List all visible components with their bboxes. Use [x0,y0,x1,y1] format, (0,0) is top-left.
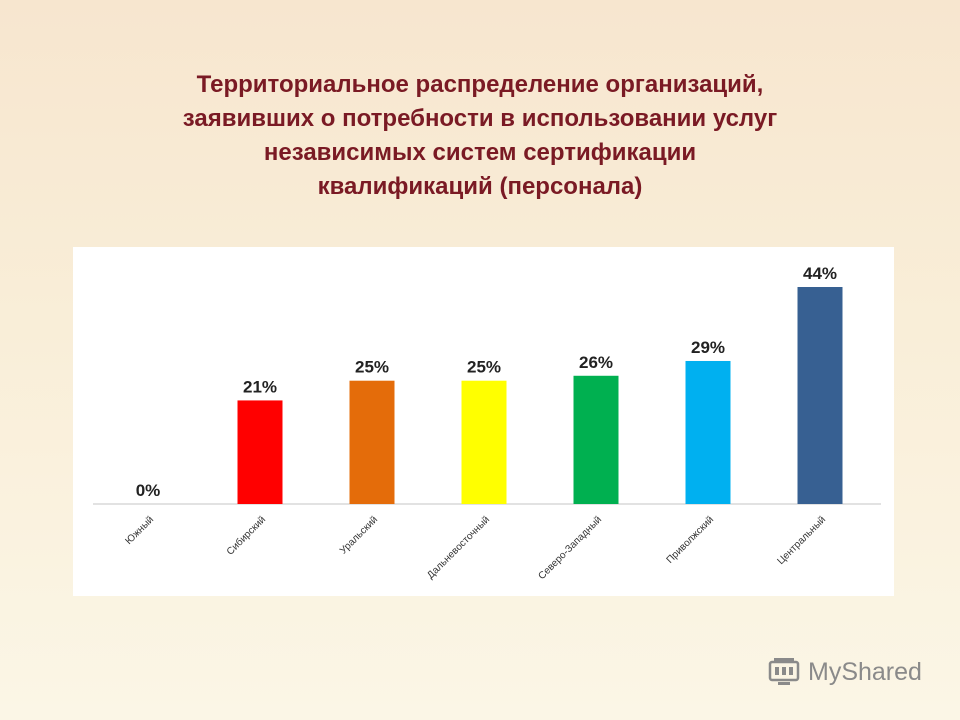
chart-panel: 0% Южный 21% Сибирский 25% Уральский 25% Дальне… [73,247,894,596]
x-tick-label-1: Южный [124,514,157,547]
x-tick-label-7: Центральный [775,514,828,567]
x-tick-label-6: Приволжский [665,514,717,566]
bar-6 [685,360,731,504]
slide-title: Территориальное распределение организаци… [40,68,920,204]
bar-3 [349,380,395,504]
bar-chart: 0% Южный 21% Сибирский 25% Уральский 25% Дальне… [93,264,881,582]
bar-2 [237,400,283,504]
data-label-3: 25% [355,358,389,377]
data-label-6: 29% [691,338,725,357]
data-label-7: 44% [803,264,837,283]
title-line-1: Территориальное распределение организаци… [196,71,764,98]
x-tick-label-4: Дальневосточный [425,514,492,581]
data-label-2: 21% [243,377,277,396]
bar-7 [797,287,843,504]
watermark: MyShared [766,654,926,694]
myshared-logo-icon [768,658,800,685]
data-label-5: 26% [579,353,613,372]
x-tick-label-2: Сибирский [224,514,268,558]
title-line-4: квалификаций (персонала) [317,173,643,200]
title-line-3: независимых систем сертификации [263,139,697,166]
title-line-2: заявивших о потребности в использовании … [182,105,778,132]
x-tick-label-3: Уральский [338,514,380,556]
data-label-1: 0% [136,481,161,500]
bar-4 [461,380,507,504]
watermark-brand: MyShared [808,658,922,686]
bar-5 [573,375,619,504]
x-tick-label-5: Северо-Западный [536,514,604,582]
data-label-4: 25% [467,358,501,377]
